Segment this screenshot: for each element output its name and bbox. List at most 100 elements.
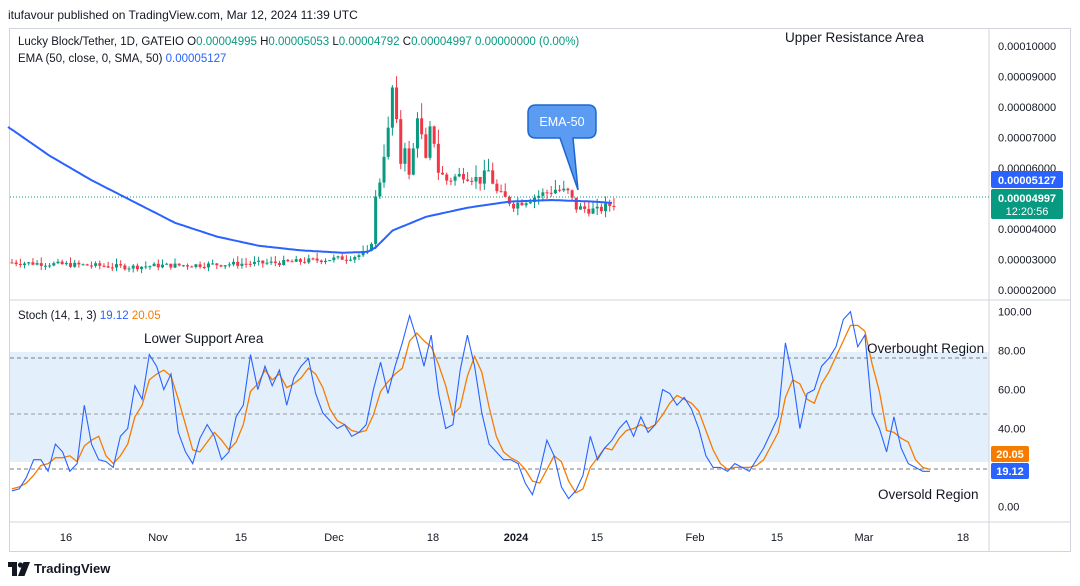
- candle-body: [18, 264, 22, 266]
- candle-body: [23, 263, 27, 266]
- candle-body: [186, 265, 190, 267]
- ema-legend-label: EMA (50, close, 0, SMA, 50): [18, 53, 163, 65]
- stoch-k-value: 19.12: [99, 310, 129, 322]
- candle-body: [43, 265, 47, 267]
- candle-body: [223, 265, 227, 267]
- candle-body: [587, 208, 591, 214]
- candle-body: [81, 264, 85, 266]
- chart-frame: [9, 28, 1071, 552]
- candle-body: [211, 263, 215, 265]
- open-label: O: [187, 36, 197, 48]
- countdown-text: 12:20:56: [1006, 206, 1049, 218]
- ema-badge: [991, 171, 1063, 188]
- stoch-d-badge-text: 20.05: [996, 449, 1024, 461]
- candle-body: [336, 256, 340, 258]
- candle-body: [349, 259, 353, 261]
- candle-body: [390, 87, 394, 128]
- ema-callout: EMA-50: [527, 104, 597, 191]
- candle-body: [206, 263, 210, 268]
- time-tick-label: 18: [427, 532, 439, 544]
- change-value: 0.00000000 (0.00%): [475, 36, 580, 48]
- candle-body: [491, 170, 495, 184]
- candle-body: [461, 173, 465, 180]
- candle-body: [332, 257, 336, 261]
- stoch-badges: 20.05 19.12: [991, 446, 1029, 479]
- price-tick-label: 0.00007000: [998, 133, 1056, 145]
- candle-body: [562, 188, 566, 191]
- candle-body: [286, 259, 290, 262]
- candle-body: [131, 265, 135, 269]
- candle-body: [60, 261, 64, 265]
- candle-body: [324, 260, 327, 263]
- candle-body: [528, 202, 532, 204]
- candle-body: [236, 261, 240, 266]
- candle-body: [273, 261, 277, 264]
- candle-body: [595, 206, 599, 209]
- candle-body: [499, 191, 503, 193]
- last-price-text: 0.00004997: [998, 193, 1056, 205]
- stoch-k-badge-text: 19.12: [996, 466, 1024, 478]
- upper-resistance-label: Upper Resistance Area: [785, 30, 924, 45]
- overbought-label: Overbought Region: [867, 341, 984, 356]
- candle-body: [135, 265, 139, 270]
- candle-body: [48, 265, 52, 267]
- candle-body: [591, 208, 595, 214]
- time-tick-label: Mar: [855, 532, 874, 544]
- candle-body: [102, 265, 106, 267]
- candle-body: [148, 266, 152, 268]
- candle-body: [599, 206, 603, 212]
- candle-body: [282, 259, 286, 266]
- candle-body: [290, 261, 294, 263]
- time-tick-label: 18: [957, 532, 969, 544]
- stoch-tick-label: 80.00: [998, 346, 1026, 358]
- candle-body: [328, 260, 332, 262]
- candle-body: [219, 265, 223, 267]
- candle-body: [436, 143, 440, 173]
- price-tick-label: 0.00008000: [998, 102, 1056, 114]
- candle-body: [194, 264, 198, 267]
- stoch-d-badge: [991, 446, 1029, 462]
- candle-body: [507, 196, 511, 204]
- candle-body: [445, 174, 449, 181]
- price-tick-label: 0.00010000: [998, 41, 1056, 53]
- tradingview-logo[interactable]: TradingView: [8, 561, 110, 576]
- stoch-tick-label: 40.00: [998, 424, 1026, 436]
- candle-body: [127, 268, 131, 270]
- price-tick-label: 0.00009000: [998, 72, 1056, 84]
- stoch-k-badge: [991, 463, 1029, 479]
- candle-body: [73, 262, 77, 267]
- candle-body: [432, 126, 436, 144]
- stoch-tick-label: 100.00: [998, 307, 1032, 319]
- ema-legend: EMA (50, close, 0, SMA, 50) 0.00005127: [18, 53, 226, 65]
- candle-body: [14, 262, 18, 265]
- candle-body: [470, 180, 474, 182]
- candle-body: [257, 260, 261, 262]
- candle-body: [298, 259, 302, 262]
- candle-body: [110, 267, 114, 269]
- publisher-line: itufavour published on TradingView.com, …: [8, 8, 358, 22]
- candle-body: [198, 264, 202, 267]
- candle-body: [177, 263, 181, 266]
- candle-body: [244, 263, 248, 265]
- price-legend: Lucky Block/Tether, 1D, GATEIO O0.000049…: [18, 36, 579, 48]
- candle-body: [303, 261, 307, 263]
- candle-body: [578, 206, 582, 210]
- candle-body: [98, 263, 102, 266]
- candles-group: [10, 76, 616, 274]
- candle-body: [315, 258, 319, 261]
- brand-text: TradingView: [34, 561, 111, 576]
- candle-body: [269, 261, 273, 263]
- candle-body: [612, 205, 616, 207]
- candle-body: [478, 176, 482, 184]
- candle-body: [278, 263, 282, 266]
- symbol-label: Lucky Block/Tether, 1D, GATEIO: [18, 36, 184, 48]
- candle-body: [428, 126, 432, 158]
- candle-body: [574, 197, 578, 210]
- high-label: H: [260, 36, 269, 48]
- tradingview-logo-icon: [8, 561, 30, 576]
- candle-body: [115, 264, 118, 268]
- low-value: 0.00004792: [338, 36, 400, 48]
- candle-body: [106, 266, 110, 268]
- stoch-legend: Stoch (14, 1, 3) 19.12 20.05: [18, 310, 161, 322]
